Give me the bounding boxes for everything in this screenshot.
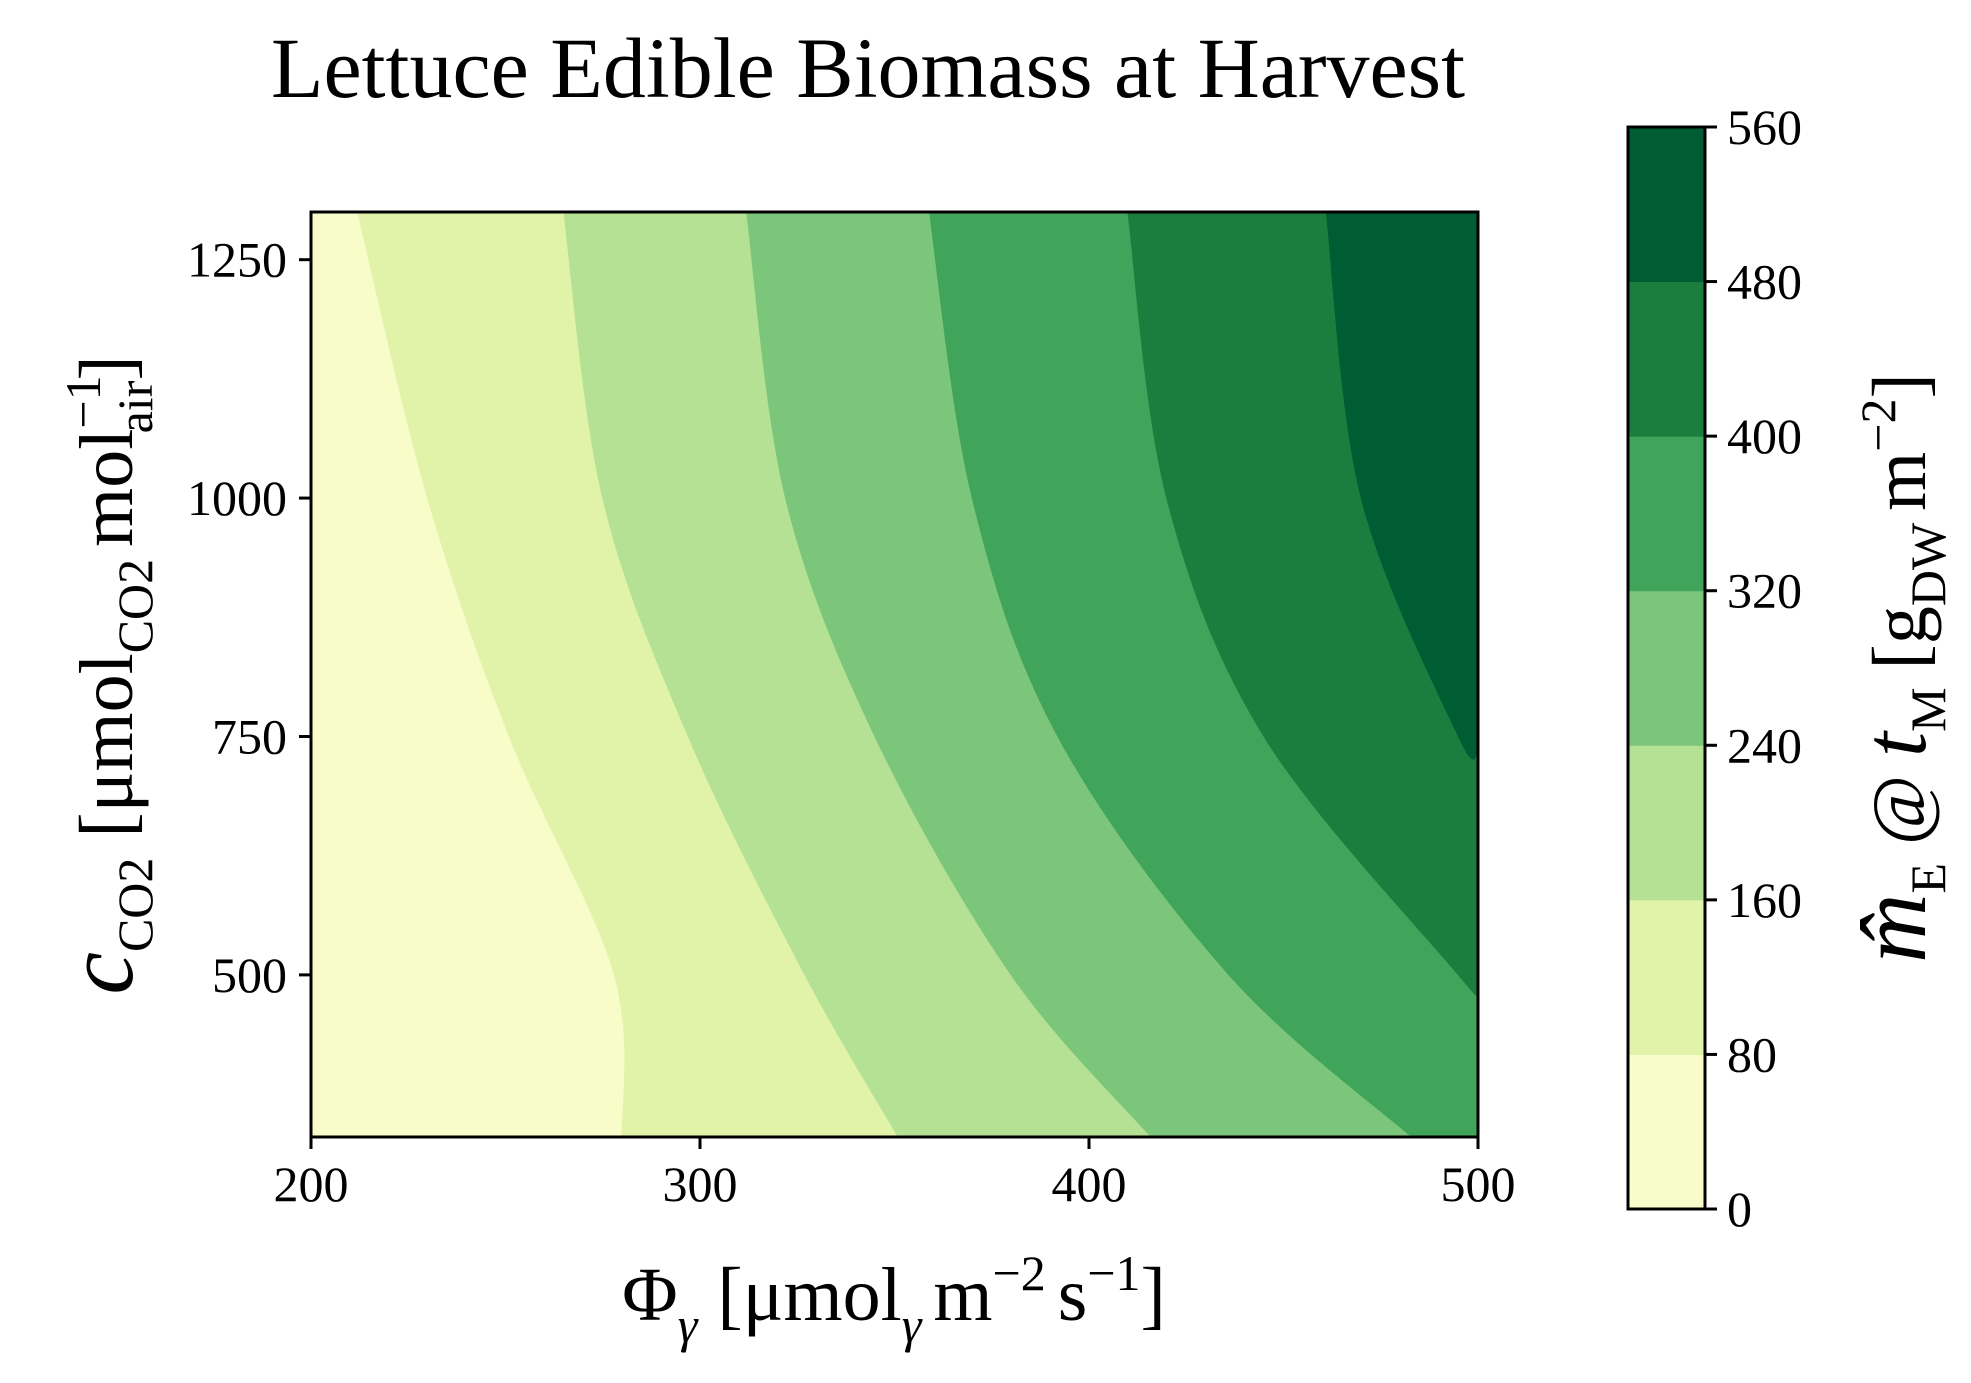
y-tick-label: 750: [212, 708, 287, 764]
cb-label-symbol: m̂: [1839, 893, 1946, 962]
x-tick-label: 400: [1052, 1156, 1127, 1212]
x-axis-label: Φγ [μmolγ m−2 s−1]: [622, 1245, 1166, 1353]
x-tick-label: 200: [274, 1156, 349, 1212]
colorbar-segment-6: [1628, 127, 1705, 283]
colorbar-tick-label: 480: [1727, 254, 1802, 310]
plot-frame: [309, 210, 1480, 1139]
x-label-unit-sub: γ: [902, 1297, 923, 1353]
colorbar-segment-0: [1628, 1054, 1705, 1210]
cb-label-unit-open: [g: [1858, 606, 1942, 669]
y-tick-label: 1250: [187, 232, 287, 288]
colorbar: [1628, 127, 1705, 1210]
contour-band-6: [1325, 212, 1478, 760]
cb-label-unit-close: ]: [1858, 373, 1942, 398]
cb-label-symbol-sub: E: [1900, 863, 1956, 894]
colorbar-tick-label: 0: [1727, 1181, 1752, 1237]
cb-label-t: t: [1846, 730, 1945, 757]
x-tick-label: 500: [1441, 1156, 1516, 1212]
chart-title: Lettuce Edible Biomass at Harvest: [271, 20, 1465, 116]
cb-label-unit-m: m: [1858, 452, 1942, 511]
x-label-symbol-sub: γ: [678, 1297, 699, 1353]
cb-label-unit-m-exp: −2: [1850, 399, 1906, 452]
y-label-unit-mol: mol: [65, 429, 149, 547]
y-label-symbol-sub: CO2: [107, 858, 163, 952]
x-label-unit-open: [μmol: [717, 1253, 901, 1337]
colorbar-tick-label: 160: [1727, 872, 1802, 928]
cb-label-at: @: [1858, 775, 1942, 845]
x-tick-label: 300: [663, 1156, 738, 1212]
y-label-unit-mol-exp: −1: [55, 375, 111, 428]
y-label-symbol: c: [46, 952, 153, 995]
colorbar-segment-3: [1628, 590, 1705, 746]
y-label-unit-close: ]: [65, 355, 149, 380]
x-label-unit-s: s: [1058, 1253, 1088, 1337]
colorbar-ticks: 0 80 160 240 320 400 480 560: [1705, 99, 1802, 1237]
colorbar-tick-label: 560: [1727, 99, 1802, 155]
colorbar-segment-2: [1628, 745, 1705, 901]
cb-label-unit-sub: DW: [1900, 522, 1956, 606]
colorbar-frame: [1626, 125, 1707, 1211]
contour-bands: [311, 212, 1478, 1137]
colorbar-segment-1: [1628, 899, 1705, 1055]
colorbar-segment-4: [1628, 436, 1705, 592]
colorbar-segment-5: [1628, 281, 1705, 437]
y-axis-ticks: 500 750 1000 1250: [187, 232, 311, 1003]
plot-area: [309, 210, 1480, 1139]
y-label-unit-open: [μmol: [65, 653, 149, 837]
x-label-unit-s-exp: −1: [1087, 1245, 1140, 1301]
y-tick-label: 500: [212, 947, 287, 1003]
colorbar-tick-label: 240: [1727, 717, 1802, 773]
colorbar-label: m̂E @ tM [gDW m−2]: [1839, 373, 1956, 963]
y-tick-label: 1000: [187, 470, 287, 526]
y-label-unit-sub: CO2: [107, 559, 163, 653]
y-label-unit-mol-sub: air: [107, 380, 163, 433]
colorbar-tick-label: 320: [1727, 563, 1802, 619]
x-label-unit-m-exp: −2: [993, 1245, 1046, 1301]
x-label-symbol: Φ: [622, 1253, 678, 1337]
x-axis-ticks: 200 300 400 500: [274, 1137, 1516, 1212]
colorbar-tick-label: 400: [1727, 408, 1802, 464]
cb-label-t-sub: M: [1900, 687, 1956, 731]
x-label-unit-close: ]: [1141, 1253, 1166, 1337]
y-axis-label: cCO2[μmolCO2mol−1air]: [46, 355, 163, 994]
colorbar-tick-label: 80: [1727, 1026, 1777, 1082]
x-label-unit-m: m: [933, 1253, 992, 1337]
